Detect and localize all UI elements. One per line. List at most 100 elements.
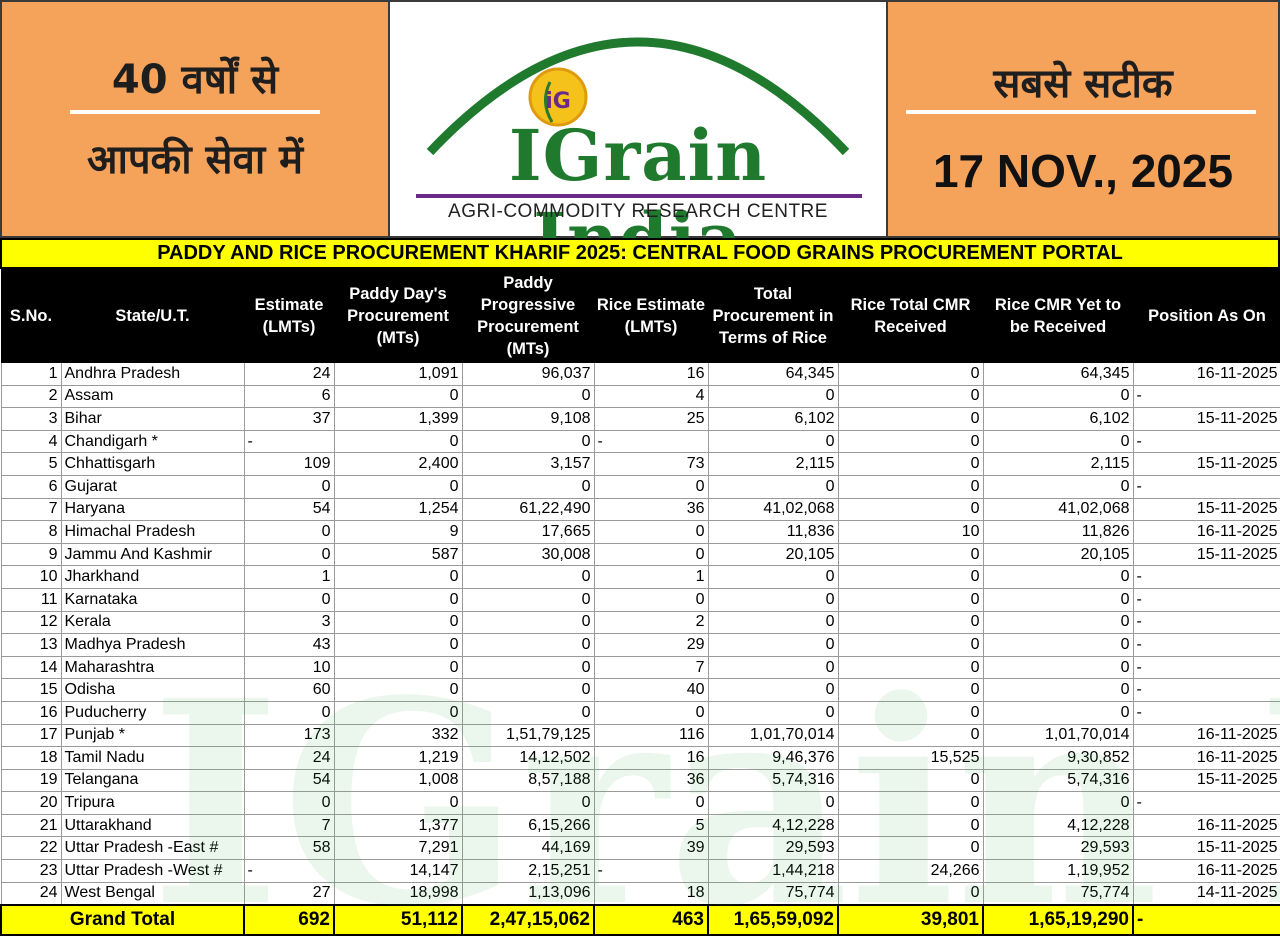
table-cell: 16-11-2025 [1132, 813, 1280, 838]
table-cell: 15-11-2025 [1132, 452, 1280, 476]
table-cell: 2,15,251 [461, 859, 595, 883]
procurement-table: S.No. State/U.T. Estimate (LMTs) Paddy Day'… [0, 269, 1280, 936]
table-cell: 18 [593, 881, 709, 906]
logo-arc-emblem-icon: iG [426, 37, 850, 156]
table-cell: 0 [333, 610, 463, 635]
table-cell: Chandigarh * [60, 429, 245, 454]
table-cell: 1 [0, 362, 62, 386]
table-cell: Haryana [60, 497, 245, 522]
table-cell: 332 [333, 723, 463, 748]
table-cell: 11,836 [707, 520, 839, 544]
table-cell: Tripura [60, 791, 245, 815]
column-header: S.No. [0, 269, 62, 363]
table-row: 15 Odisha 60 0 0 40 0 0 0- [0, 678, 1280, 702]
table-cell: 4,12,228 [707, 813, 839, 838]
table-cell: 0 [461, 474, 595, 499]
table-cell: 0 [243, 587, 335, 612]
table-cell: 116 [593, 723, 709, 748]
table-cell: 0 [707, 678, 839, 702]
table-cell: 39 [593, 836, 709, 861]
table-cell: 0 [461, 565, 595, 589]
table-cell: - [593, 859, 709, 883]
table-cell: 0 [707, 474, 839, 499]
table-cell: 4 [593, 384, 709, 409]
table-row: 2 Assam 6 0 0 4 0 0 0- [0, 384, 1280, 409]
table-cell: 0 [837, 384, 984, 409]
table-cell: 1 [243, 565, 335, 589]
table-cell: 0 [837, 497, 984, 522]
table-cell: 0 [593, 791, 709, 815]
table-cell: 6 [0, 474, 62, 499]
table-cell: 109 [243, 452, 335, 476]
table-cell: 5 [593, 813, 709, 838]
table-cell: 0 [837, 700, 984, 725]
table-cell: 64,345 [707, 362, 839, 386]
table-row: 10 Jharkhand 1 0 0 1 0 0 0- [0, 565, 1280, 589]
table-cell: 1,01,70,014 [982, 723, 1134, 748]
table-cell: 29,593 [707, 836, 839, 861]
grand-total-cell: 51,112 [333, 903, 463, 936]
table-cell: 0 [461, 429, 595, 454]
table-cell: 0 [982, 565, 1134, 589]
table-cell: 7 [0, 497, 62, 522]
table-cell: 14,12,502 [461, 746, 595, 770]
table-cell: Karnataka [60, 587, 245, 612]
table-cell: - [1132, 678, 1280, 702]
column-header: Paddy Day's Procurement (MTs) [333, 269, 463, 363]
table-cell: Kerala [60, 610, 245, 635]
table-cell: 1,13,096 [461, 881, 595, 906]
table-cell: 0 [982, 700, 1134, 725]
table-cell: 0 [593, 474, 709, 499]
table-cell: Assam [60, 384, 245, 409]
table-row: 17 Punjab * 173 332 1,51,79,125 116 1,01,70,01… [0, 723, 1280, 748]
table-cell: 0 [837, 836, 984, 861]
table-row: 14 Maharashtra 10 0 0 7 0 0 0- [0, 655, 1280, 680]
table-cell: 60 [243, 678, 335, 702]
table-cell: 20,105 [982, 542, 1134, 567]
table-row: 13 Madhya Pradesh 43 0 0 29 0 0 0- [0, 633, 1280, 657]
table-header-row: S.No. State/U.T. Estimate (LMTs) Paddy Day'… [0, 269, 1280, 363]
table-cell: 15 [0, 678, 62, 702]
table-cell: 54 [243, 497, 335, 522]
table-cell: 24 [243, 362, 335, 386]
table-cell: 1,399 [333, 407, 463, 431]
left-banner: 40 वर्षों से आपकी सेवा में [0, 0, 390, 238]
table-cell: 0 [837, 362, 984, 386]
grand-total-cell: 1,65,59,092 [707, 903, 839, 936]
table-cell: 9,46,376 [707, 746, 839, 770]
table-cell: 3,157 [461, 452, 595, 476]
table-cell: 0 [837, 768, 984, 793]
logo-panel: iG IGrain India AGRI-COMMODITY RESEARCH … [390, 0, 886, 280]
table-cell: 4 [0, 429, 62, 454]
grand-total-label: Grand Total [0, 903, 245, 936]
table-row: 12 Kerala 3 0 0 2 0 0 0- [0, 610, 1280, 635]
table-row: 19 Telangana 54 1,008 8,57,188 36 5,74,316 0 5,7… [0, 768, 1280, 793]
table-cell: 0 [333, 474, 463, 499]
table-cell: 11 [0, 587, 62, 612]
table-cell: 37 [243, 407, 335, 431]
table-cell: Andhra Pradesh [60, 362, 245, 386]
table-cell: 0 [461, 633, 595, 657]
table-cell: 0 [982, 384, 1134, 409]
table-cell: 58 [243, 836, 335, 861]
table-cell: 1,19,952 [982, 859, 1134, 883]
table-cell: - [1132, 791, 1280, 815]
table-cell: 54 [243, 768, 335, 793]
table-cell: 15-11-2025 [1132, 497, 1280, 522]
table-cell: 5,74,316 [707, 768, 839, 793]
table-cell: 0 [837, 791, 984, 815]
table-cell: 1,377 [333, 813, 463, 838]
report-date: 17 NOV., 2025 [932, 145, 1234, 197]
table-row: 22 Uttar Pradesh -East #58 7,291 44,169 39 29… [0, 836, 1280, 861]
table-row: 3 Bihar 37 1,399 9,108 25 6,102 0 6,102 15-11-202… [0, 407, 1280, 431]
table-cell: 3 [0, 407, 62, 431]
table-cell: 5,74,316 [982, 768, 1134, 793]
table-cell: 4,12,228 [982, 813, 1134, 838]
divider-line [906, 110, 1256, 114]
table-cell: 0 [707, 610, 839, 635]
table-cell: 0 [837, 565, 984, 589]
table-cell: 15-11-2025 [1132, 836, 1280, 861]
table-cell: Puducherry [60, 700, 245, 725]
table-cell: 16-11-2025 [1132, 859, 1280, 883]
table-cell: 0 [707, 655, 839, 680]
